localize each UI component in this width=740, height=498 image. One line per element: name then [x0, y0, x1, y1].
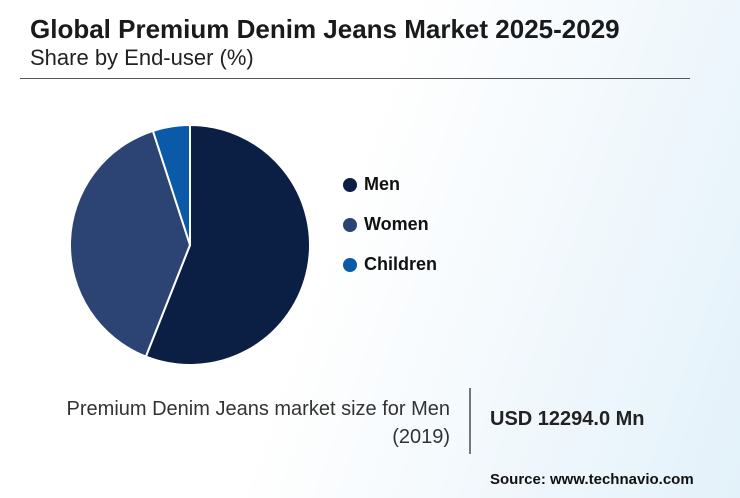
legend-label: Men	[364, 174, 400, 194]
chart-title: Global Premium Denim Jeans Market 2025-2…	[30, 14, 620, 44]
chart-subtitle: Share by End-user (%)	[30, 45, 254, 70]
legend-swatch	[343, 258, 357, 272]
footer-label: Premium Denim Jeans market size for Men …	[66, 398, 450, 448]
pie-slice	[144, 123, 311, 366]
divider	[20, 78, 690, 79]
pie-slice	[69, 129, 192, 358]
source: Source: www.technavio.com	[490, 471, 694, 488]
footer-value: USD 12294.0 Mn	[490, 408, 645, 430]
pie-slice	[151, 123, 191, 246]
legend-label: Women	[364, 214, 429, 234]
separator	[469, 388, 471, 454]
legend-swatch	[343, 218, 357, 232]
legend-swatch	[343, 178, 357, 192]
legend-label: Children	[364, 254, 437, 274]
